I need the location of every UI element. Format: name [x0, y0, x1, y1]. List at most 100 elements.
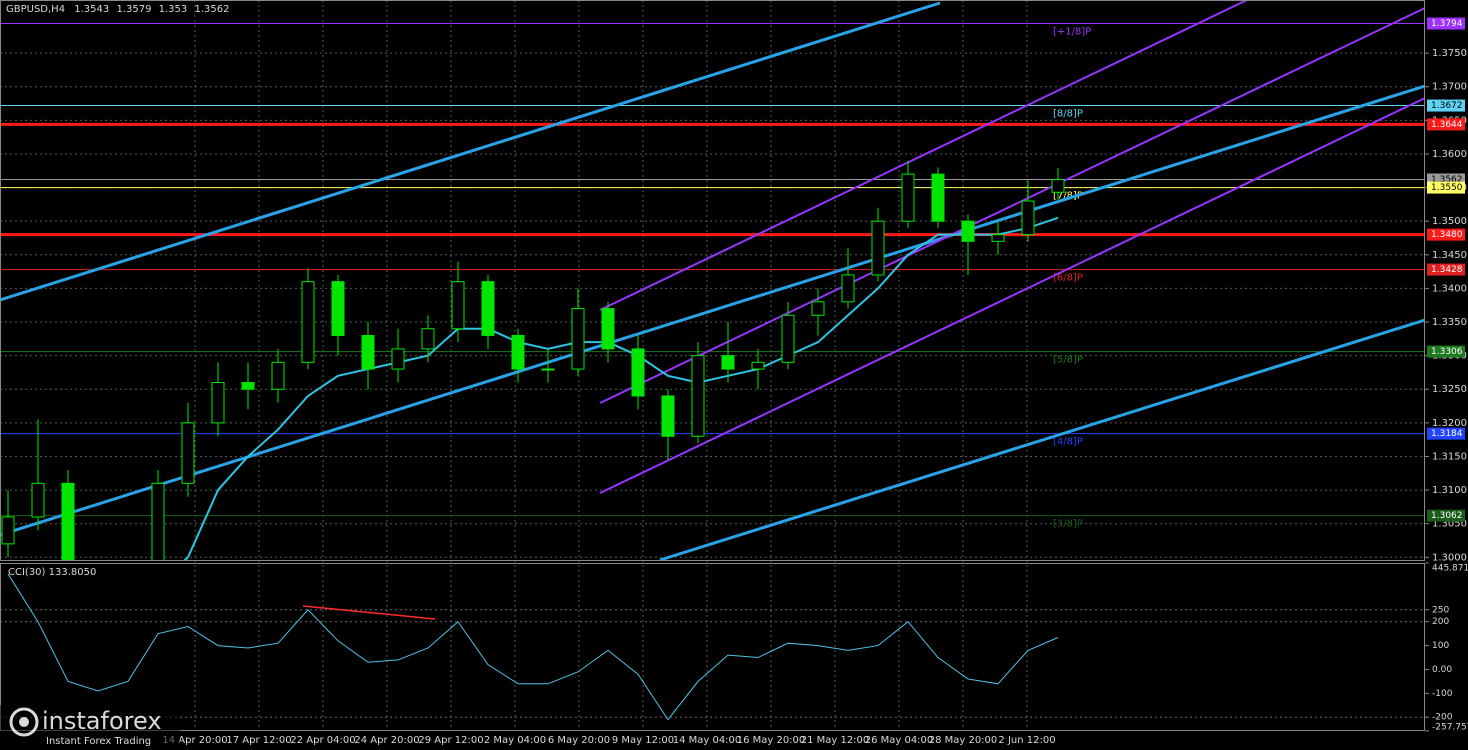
level-box	[1427, 263, 1465, 276]
candle-body	[601, 308, 615, 350]
symbol: GBPUSD,H4	[6, 4, 65, 15]
x-tick-label: 16 May 20:00	[737, 735, 806, 746]
axes: 1.3000 1.3050 1.3100 1.3150 1.3200 1.3250 1.33…	[162, 17, 1468, 746]
logo: instaforex Instant Forex Trading	[0, 705, 180, 750]
logo-backdrop	[0, 705, 180, 750]
level-name: [8/8]P	[1053, 109, 1083, 120]
y-tick-label: 1.3250	[1432, 384, 1467, 395]
candle-body	[991, 234, 1005, 242]
x-tick-label: 2 Jun 12:00	[998, 735, 1055, 746]
y-tick-label: 200	[1432, 617, 1449, 627]
x-tick-label: 6 May 20:00	[548, 735, 610, 746]
y-tick-label: -257.757	[1432, 723, 1468, 733]
candle-body	[331, 281, 345, 336]
candle-body	[1051, 178, 1065, 193]
cci-line	[7, 573, 1059, 721]
level-box	[1427, 118, 1465, 131]
x-tick-label: 29 Apr 12:00	[418, 735, 483, 746]
level-box	[1427, 17, 1465, 30]
logo-icon	[19, 717, 29, 727]
levels: [+1/8]P [8/8]P [7/8]P [6/8]P [5/8]P [4/8]P [3/…	[0, 23, 1425, 530]
x-tick-label: 26 May 04:00	[865, 735, 934, 746]
level-box	[1427, 509, 1465, 522]
level-label: 1.3428	[1431, 265, 1463, 275]
candle-body	[271, 361, 285, 390]
ohlc-high: 1.3579	[116, 4, 151, 15]
y-tick-label: 1.3350	[1432, 317, 1467, 328]
candle-body	[451, 281, 465, 330]
level-name: [+1/8]P	[1053, 27, 1091, 38]
candle-body	[301, 281, 315, 363]
candle-body	[721, 355, 735, 370]
logo-icon	[9, 707, 39, 737]
y-tick-label: 1.3400	[1432, 283, 1467, 294]
x-tick-label: 2 May 04:00	[484, 735, 546, 746]
level-box	[1427, 181, 1465, 194]
level-label: 1.3062	[1431, 511, 1463, 521]
candle-body	[871, 220, 885, 276]
level-label: 1.3184	[1431, 429, 1463, 439]
x-tick-label: 24 Apr 20:00	[354, 735, 419, 746]
candle-body	[421, 328, 435, 350]
candle-body	[181, 422, 195, 484]
level-name: [7/8]P	[1053, 191, 1083, 202]
x-tick-label: 21 May 12:00	[801, 735, 870, 746]
candle-body	[391, 348, 405, 370]
level-box	[1427, 99, 1465, 112]
x-tick-label: 14 Apr 20:00	[162, 735, 227, 746]
candle-body	[571, 308, 585, 370]
level-name: [5/8]P	[1053, 355, 1083, 366]
channel-line	[599, 0, 1248, 311]
y-tick-label: 1.3100	[1432, 485, 1467, 496]
candle-body	[661, 395, 675, 437]
moving-average	[183, 216, 1059, 560]
level-label: 1.3306	[1431, 347, 1463, 357]
candle-body	[241, 382, 255, 390]
y-tick-label: -200	[1432, 713, 1453, 723]
level-label: 1.3550	[1431, 183, 1463, 193]
level-label: 1.3480	[1431, 230, 1463, 240]
candle-body	[841, 274, 855, 303]
sub-frame	[0, 563, 1425, 731]
y-tick-label: -100	[1432, 689, 1453, 699]
trend-lines	[0, 0, 1425, 560]
y-tick-label: 100	[1432, 641, 1449, 651]
level-name: [3/8]P	[1053, 519, 1083, 530]
candle-body	[361, 334, 375, 370]
ohlc-low: 1.353	[159, 4, 188, 15]
y-tick-label: 1.3750	[1432, 48, 1467, 59]
channel-line	[599, 97, 1425, 494]
y-tick-label: 1.3050	[1432, 519, 1467, 530]
x-tick-label: 14 May 04:00	[673, 735, 742, 746]
candle-body	[901, 173, 915, 222]
y-tick-label: 1.3450	[1432, 250, 1467, 261]
candle-body	[511, 334, 525, 370]
candle-body	[811, 301, 825, 316]
main-frame	[0, 0, 1425, 561]
trend-line	[0, 84, 1425, 537]
candle-body	[931, 173, 945, 222]
y-tick-label: 1.3600	[1432, 149, 1467, 160]
logo-name: instaforex	[42, 707, 162, 735]
level-box	[1427, 345, 1465, 358]
x-tick-label: 28 May 20:00	[929, 735, 998, 746]
candle-body	[961, 220, 975, 242]
level-label: 1.3644	[1431, 120, 1463, 130]
header: GBPUSD,H4 1.3543 1.3579 1.353 1.3562	[6, 4, 229, 15]
candle-body	[31, 482, 45, 518]
y-tick-label: 250	[1432, 605, 1449, 615]
y-tick-label: 445.8715	[1432, 564, 1468, 574]
trend-line	[0, 1, 941, 302]
channel-line	[599, 7, 1425, 404]
y-tick-label: 1.3500	[1432, 216, 1467, 227]
candle-body	[751, 361, 765, 370]
candle-body	[781, 314, 795, 363]
candle-body	[481, 281, 495, 336]
candle-body	[211, 382, 225, 424]
logo-tagline: Instant Forex Trading	[46, 736, 151, 747]
level-box	[1427, 228, 1465, 241]
y-tick-label: 1.3150	[1432, 451, 1467, 462]
level-label: 1.3672	[1431, 101, 1463, 111]
candle-body	[691, 355, 705, 437]
